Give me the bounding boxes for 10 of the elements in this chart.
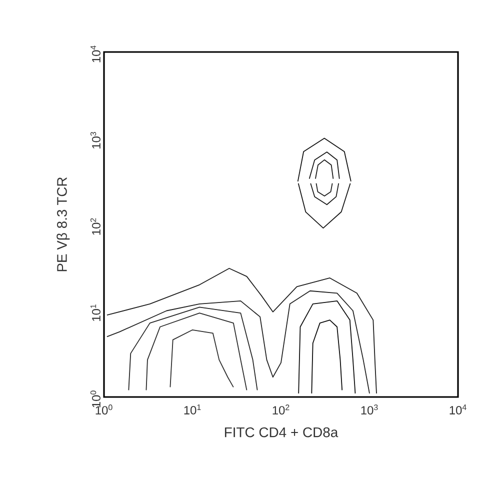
y-tick-label: 10$^{3}$ — [90, 132, 100, 148]
y-tick-label: 10$^{1}$ — [90, 304, 100, 321]
x-tick-label: 10$^{2}$ — [272, 404, 290, 415]
y-axis-title: PE Vβ 8.3 TCR — [56, 177, 70, 272]
y-tick-label: 10$^{2}$ — [90, 218, 100, 235]
x-tick-label: 10$^{1}$ — [184, 404, 201, 414]
x-tick-label: 10$^{4}$ — [450, 404, 466, 414]
x-axis-title: FITC CD4 + CD8a — [224, 427, 338, 438]
x-tick-label: 10$^{3}$ — [361, 404, 378, 415]
y-tick-label: 10$^{4}$ — [90, 46, 100, 62]
